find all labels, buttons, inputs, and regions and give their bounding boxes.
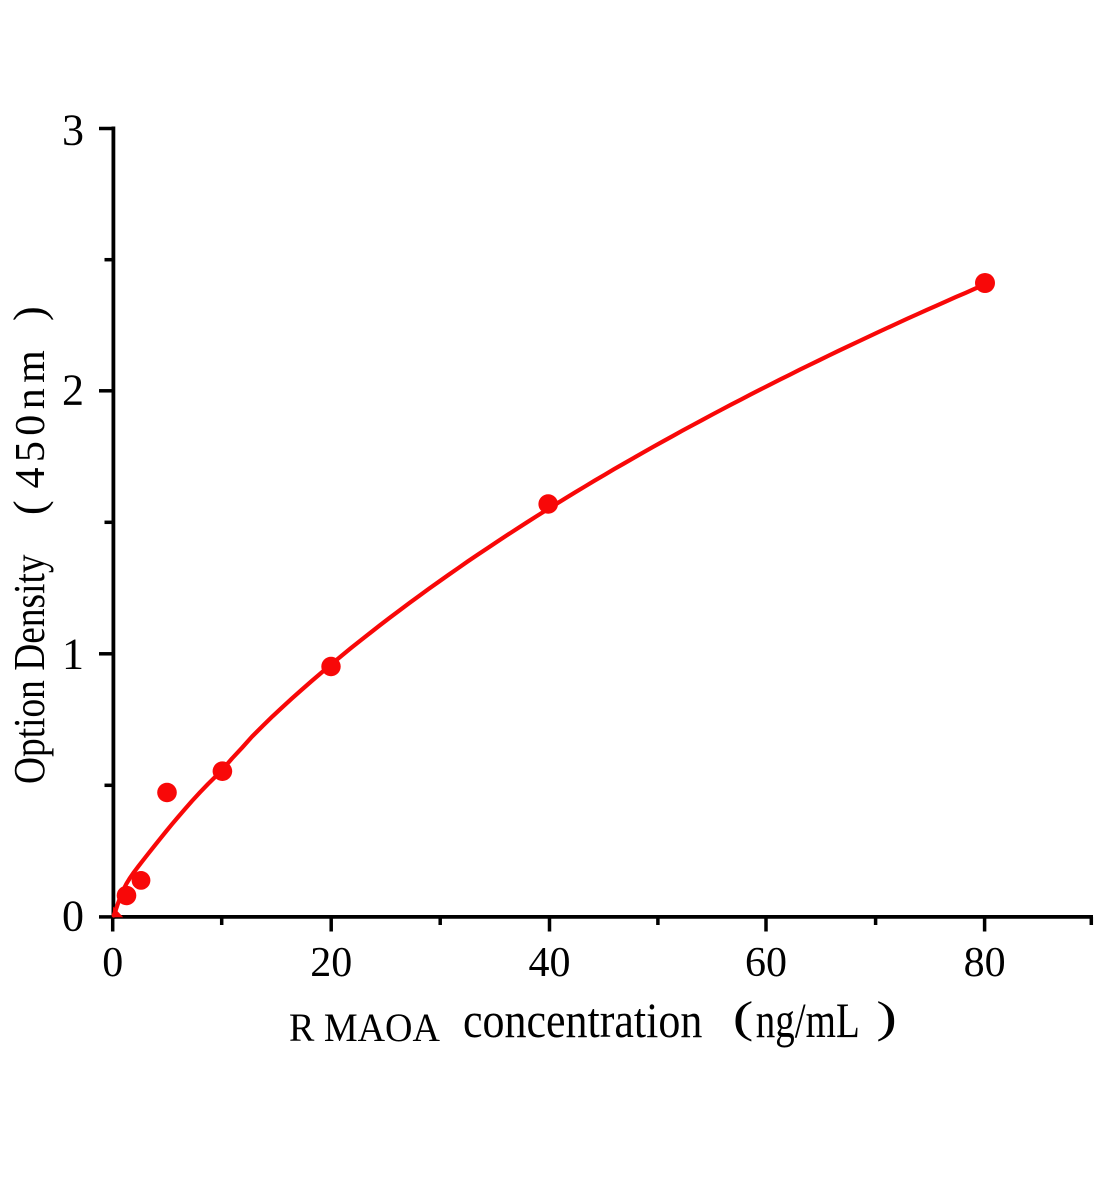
svg-text:Option Density: Option Density (5, 554, 53, 784)
svg-text:60: 60 (745, 940, 787, 986)
svg-text:3: 3 (62, 105, 84, 154)
svg-text:): ) (876, 993, 897, 1043)
svg-text:80: 80 (964, 940, 1006, 986)
svg-text:20: 20 (310, 940, 352, 986)
svg-text:0: 0 (62, 892, 84, 941)
svg-text:R MAOA: R MAOA (289, 1006, 440, 1050)
svg-text:1: 1 (62, 630, 84, 679)
svg-text:concentration: concentration (463, 993, 702, 1048)
svg-text:): ) (5, 306, 54, 321)
svg-text:ng/mL: ng/mL (756, 992, 860, 1048)
svg-text:(: ( (733, 993, 754, 1043)
svg-text:(: ( (5, 500, 54, 515)
svg-text:450nm: 450nm (8, 345, 54, 489)
svg-text:2: 2 (62, 366, 84, 415)
svg-text:0: 0 (102, 940, 123, 986)
svg-text:40: 40 (529, 940, 571, 986)
